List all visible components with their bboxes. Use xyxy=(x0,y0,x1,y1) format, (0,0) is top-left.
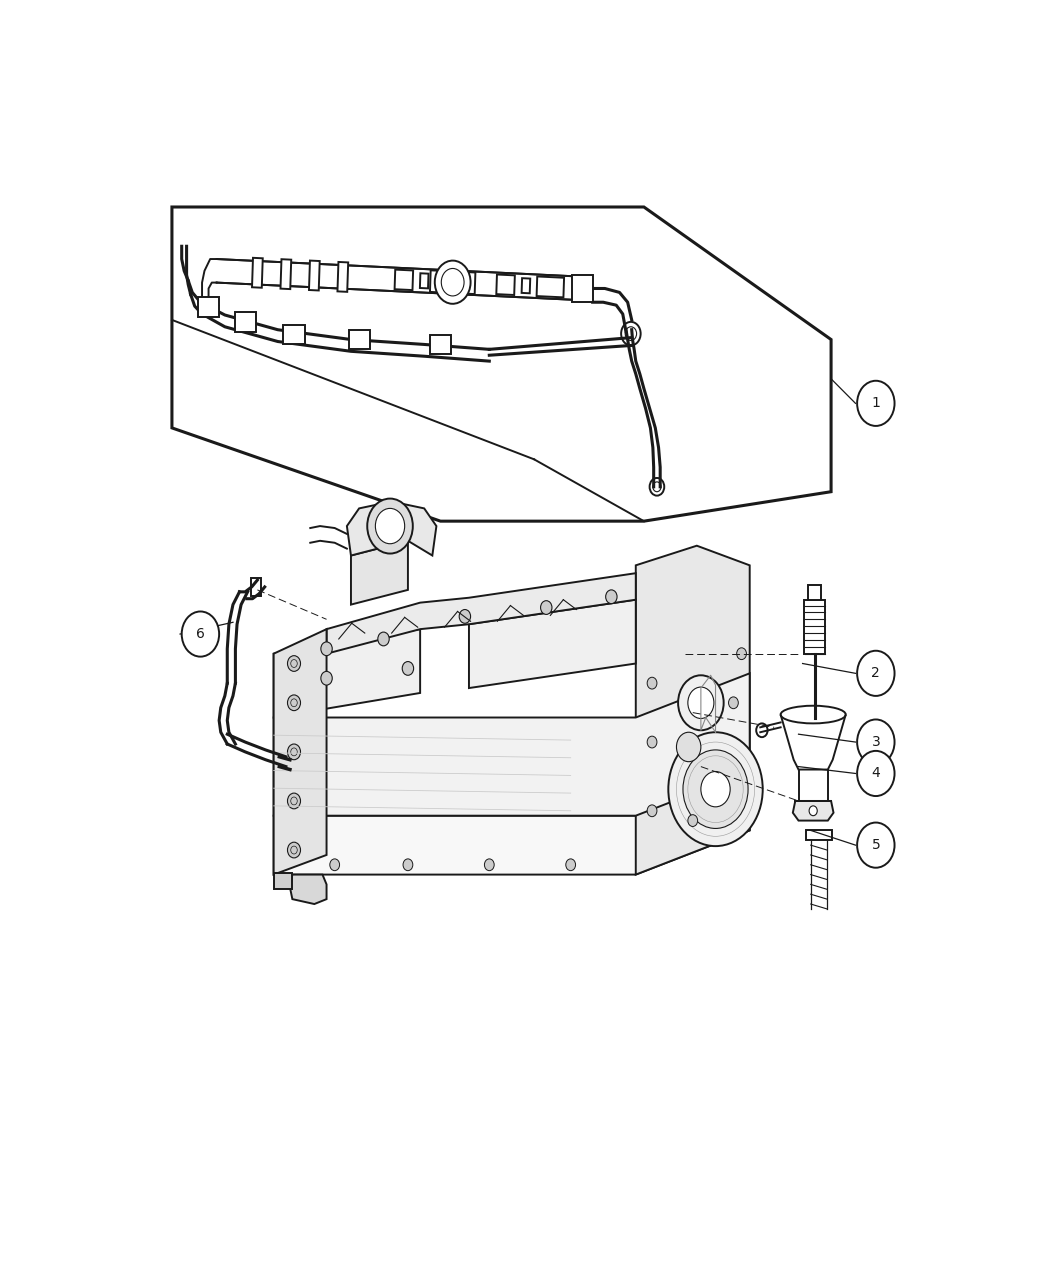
Text: 5: 5 xyxy=(872,838,880,852)
Circle shape xyxy=(737,648,747,659)
FancyBboxPatch shape xyxy=(537,277,564,297)
Circle shape xyxy=(688,687,714,719)
Circle shape xyxy=(650,478,665,496)
Polygon shape xyxy=(274,771,750,875)
FancyBboxPatch shape xyxy=(284,325,304,344)
FancyBboxPatch shape xyxy=(280,259,291,289)
Circle shape xyxy=(647,736,657,748)
Polygon shape xyxy=(469,599,635,689)
Circle shape xyxy=(378,632,390,646)
Circle shape xyxy=(678,676,723,731)
Polygon shape xyxy=(274,816,281,875)
FancyBboxPatch shape xyxy=(429,334,452,354)
Circle shape xyxy=(729,697,738,709)
Polygon shape xyxy=(351,541,407,604)
Circle shape xyxy=(857,751,895,796)
Text: 4: 4 xyxy=(872,766,880,780)
Circle shape xyxy=(182,612,219,657)
Circle shape xyxy=(857,381,895,426)
Circle shape xyxy=(647,677,657,689)
Circle shape xyxy=(368,499,413,553)
Circle shape xyxy=(402,662,414,676)
FancyBboxPatch shape xyxy=(309,260,319,291)
Text: 1: 1 xyxy=(872,397,880,411)
Ellipse shape xyxy=(780,706,845,723)
Circle shape xyxy=(756,723,768,737)
Circle shape xyxy=(700,771,730,807)
Circle shape xyxy=(810,806,817,816)
Circle shape xyxy=(321,672,332,685)
Polygon shape xyxy=(793,801,834,821)
Polygon shape xyxy=(274,629,420,718)
Circle shape xyxy=(566,859,575,871)
Polygon shape xyxy=(274,673,750,816)
FancyBboxPatch shape xyxy=(251,578,260,595)
FancyBboxPatch shape xyxy=(349,330,370,349)
Polygon shape xyxy=(274,872,292,890)
Circle shape xyxy=(541,601,552,615)
FancyBboxPatch shape xyxy=(572,274,592,302)
FancyBboxPatch shape xyxy=(805,830,832,840)
Circle shape xyxy=(330,859,339,871)
Circle shape xyxy=(688,815,697,826)
Polygon shape xyxy=(635,546,750,875)
Circle shape xyxy=(484,859,495,871)
Circle shape xyxy=(288,843,300,858)
Circle shape xyxy=(288,655,300,672)
FancyBboxPatch shape xyxy=(808,585,821,599)
Circle shape xyxy=(288,695,300,710)
Circle shape xyxy=(288,745,300,760)
FancyBboxPatch shape xyxy=(420,273,428,288)
Circle shape xyxy=(403,859,413,871)
Circle shape xyxy=(606,590,617,603)
Text: 2: 2 xyxy=(872,667,880,681)
FancyBboxPatch shape xyxy=(234,312,256,332)
Circle shape xyxy=(647,805,657,817)
FancyBboxPatch shape xyxy=(198,297,219,317)
Circle shape xyxy=(668,732,762,847)
Circle shape xyxy=(676,732,701,761)
Circle shape xyxy=(857,650,895,696)
Polygon shape xyxy=(327,574,635,654)
FancyBboxPatch shape xyxy=(337,261,349,292)
FancyBboxPatch shape xyxy=(497,274,514,295)
FancyBboxPatch shape xyxy=(252,258,262,288)
Circle shape xyxy=(321,641,332,655)
Circle shape xyxy=(682,750,748,829)
Circle shape xyxy=(857,719,895,765)
Polygon shape xyxy=(290,875,327,904)
FancyBboxPatch shape xyxy=(522,278,530,293)
Circle shape xyxy=(857,822,895,868)
Circle shape xyxy=(622,321,640,346)
Circle shape xyxy=(435,260,470,303)
Text: 6: 6 xyxy=(196,627,205,641)
Text: 3: 3 xyxy=(872,736,880,748)
Polygon shape xyxy=(346,501,437,556)
FancyBboxPatch shape xyxy=(429,270,476,295)
Circle shape xyxy=(288,793,300,808)
Circle shape xyxy=(376,509,404,543)
Polygon shape xyxy=(274,629,327,875)
FancyBboxPatch shape xyxy=(395,269,413,291)
Circle shape xyxy=(459,609,470,623)
